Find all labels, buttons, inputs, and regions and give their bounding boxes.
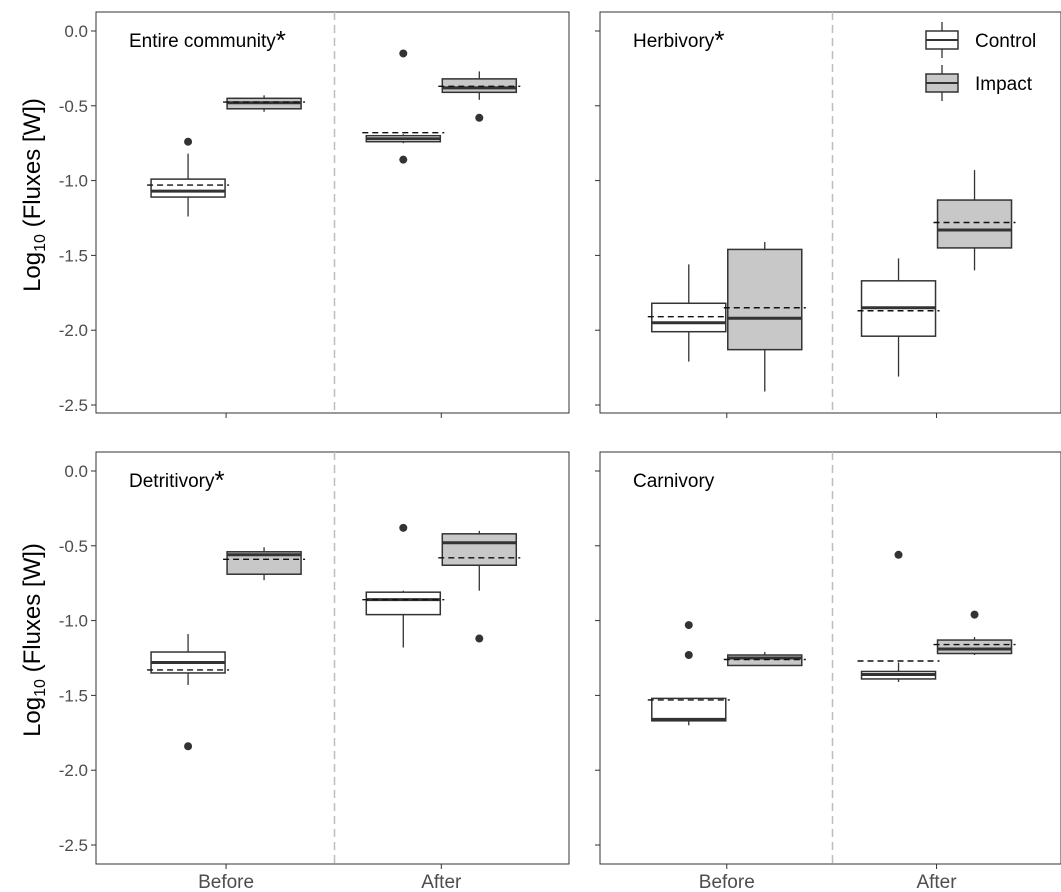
y-axis-title-bottom: Log10 (Fluxes [W]) — [19, 543, 49, 737]
legend-key-control — [925, 22, 959, 58]
box-iqr — [226, 551, 302, 575]
box-control-after — [857, 550, 940, 682]
box-impact-after — [438, 71, 521, 122]
outlier-point — [399, 49, 408, 58]
legend: Control Impact — [925, 22, 1036, 101]
box-impact-after — [933, 170, 1016, 271]
x-tick-label: Before — [699, 872, 755, 892]
y-tick-label: -1.5 — [59, 246, 88, 265]
box-control-after — [362, 523, 445, 648]
outlier-point — [684, 621, 693, 630]
outlier-point — [184, 742, 193, 751]
box-iqr — [365, 591, 442, 616]
outlier-point — [184, 137, 193, 146]
box-iqr — [936, 199, 1013, 249]
y-tick-label: -1.0 — [59, 172, 88, 191]
box-control-before — [647, 621, 730, 726]
panel-frame — [95, 11, 570, 414]
box-impact-before — [223, 95, 306, 112]
box-iqr — [727, 248, 803, 351]
y-axis-title: Log10 (Fluxes [W]) — [19, 98, 49, 292]
box-iqr — [651, 302, 727, 333]
y-tick-label: 0.0 — [64, 22, 88, 41]
panel-carnivory: Before After Carnivory — [595, 451, 1061, 892]
box-control-before — [147, 634, 230, 751]
y-tick-label: -2.5 — [59, 836, 88, 855]
outlier-point — [894, 550, 903, 559]
y-tick-label: -1.5 — [59, 686, 88, 705]
outlier-point — [684, 651, 693, 660]
y-tick-label: 0.0 — [64, 462, 88, 481]
legend-key-impact — [925, 65, 959, 101]
box-iqr — [936, 639, 1013, 655]
y-tick-label: -1.0 — [59, 612, 88, 631]
box-impact-before — [223, 547, 306, 581]
box-iqr — [150, 178, 226, 198]
legend-label: Control — [975, 31, 1036, 52]
panel-herbivory: Herbivory* — [595, 11, 1061, 418]
y-tick-label: -2.5 — [59, 396, 88, 415]
x-tick-label: Before — [198, 872, 254, 892]
y-tick-label: -2.0 — [59, 321, 88, 340]
box-iqr — [441, 533, 518, 566]
box-impact-after — [933, 610, 1016, 656]
box-iqr — [441, 78, 518, 94]
outlier-point — [399, 523, 408, 532]
box-impact-before — [723, 241, 806, 392]
box-control-before — [647, 264, 730, 362]
y-tick-label: -2.0 — [59, 761, 88, 780]
outlier-point — [475, 113, 484, 122]
outlier-point — [475, 634, 484, 643]
panel-frame — [599, 451, 1061, 865]
outlier-point — [399, 155, 408, 164]
x-tick-label: After — [421, 872, 462, 892]
box-control-after — [857, 258, 940, 377]
box-impact-before — [723, 652, 806, 667]
y-tick-label: -0.5 — [59, 97, 88, 116]
box-iqr — [651, 697, 727, 722]
box-impact-after — [438, 530, 521, 643]
box-control-after — [362, 49, 445, 164]
box-iqr — [727, 654, 803, 667]
y-tick-label: -0.5 — [59, 537, 88, 556]
x-tick-label: After — [916, 872, 957, 892]
outlier-point — [970, 610, 979, 619]
panel-title: Carnivory — [633, 471, 715, 492]
box-control-before — [147, 137, 230, 217]
legend-label: Impact — [975, 74, 1033, 95]
